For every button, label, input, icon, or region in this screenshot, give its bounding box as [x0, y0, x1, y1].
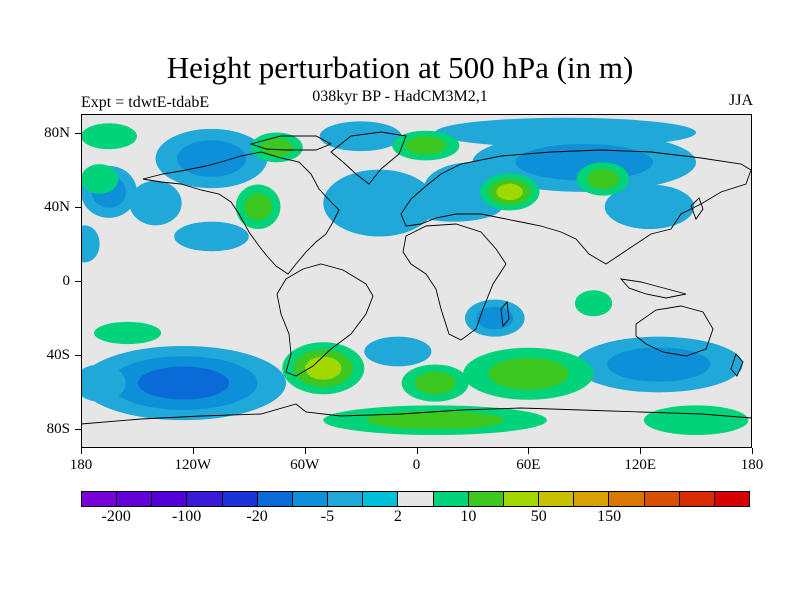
- colorbar-tick-label: -200: [101, 508, 131, 525]
- lat-tick-mark: [75, 206, 81, 208]
- contour-mongolia-positive-level-2: [586, 168, 619, 190]
- coastline-south-america: [276, 263, 374, 377]
- colorbar-swatch-6: [257, 492, 293, 506]
- contour-antarctica-positive-level-2: [366, 411, 504, 430]
- colorbar: [81, 491, 750, 507]
- colorbar-swatch-1: [82, 492, 118, 506]
- colorbar-swatch-3: [152, 492, 188, 506]
- colorbar-tick-label: -5: [320, 508, 335, 525]
- lon-tick-label: 120E: [624, 457, 656, 473]
- lon-tick-mark: [640, 448, 642, 454]
- contour-east-africa-negative-level-2: [476, 306, 514, 330]
- colorbar-swatch-10: [398, 492, 434, 506]
- contour-south-atlantic-east-positive-level-2: [414, 371, 456, 395]
- lon-tick-label: 0: [412, 457, 421, 473]
- lon-tick-mark: [192, 448, 194, 454]
- colorbar-tick-label: 2: [393, 508, 402, 525]
- lon-tick-mark: [304, 448, 306, 454]
- contour-southern-ocean-positive-level-2: [488, 357, 569, 390]
- lat-tick-mark: [75, 429, 81, 431]
- colorbar-swatch-15: [574, 492, 610, 506]
- lat-tick-mark: [75, 132, 81, 134]
- lon-tick-mark: [416, 448, 418, 454]
- contour-south-pacific-negative-level-3: [137, 366, 230, 400]
- coastline-japan: [690, 197, 704, 220]
- contour-pacific-northeast-positive-level-1: [81, 164, 119, 194]
- colorbar-swatch-7: [292, 492, 329, 506]
- coastline-africa: [402, 223, 507, 341]
- colorbar-tick-label: -20: [246, 508, 268, 525]
- colorbar-tick-label: 150: [597, 508, 622, 525]
- coastline-indonesia: [619, 278, 687, 299]
- contour-south-america-positive-level-3: [305, 356, 342, 380]
- colorbar-swatch-5: [222, 492, 258, 506]
- colorbar-swatch-9: [363, 492, 399, 506]
- colorbar-swatch-4: [187, 492, 223, 506]
- chart-title: Height perturbation at 500 hPa (in m): [166, 50, 634, 85]
- coastline-antarctica: [81, 403, 752, 425]
- contour-east-asia-negative-level-1: [604, 184, 695, 230]
- coastline-new-zealand: [730, 353, 744, 377]
- coastline-eurasia: [400, 149, 752, 265]
- lat-tick-label: 40N: [44, 198, 70, 215]
- lat-tick-mark: [75, 355, 81, 357]
- lat-tick-mark: [75, 281, 81, 282]
- contour-canada-positive-level-2: [260, 138, 293, 157]
- coastline-arctic-islands: [249, 135, 333, 151]
- lon-tick-label: 180: [69, 457, 93, 473]
- colorbar-swatch-19: [714, 492, 749, 506]
- contour-south-pacific-positive-level-1: [94, 321, 162, 345]
- coastline-australia: [635, 305, 714, 357]
- lon-tick-label: 60E: [516, 457, 541, 473]
- colorbar-swatch-13: [503, 492, 540, 506]
- contour-north-pacific-east-negative-level-1: [129, 180, 182, 226]
- colorbar-swatch-14: [539, 492, 575, 506]
- coastline-layer: [81, 131, 752, 425]
- contour-north-atlantic-negative-level-1: [323, 169, 436, 237]
- lon-tick-mark: [81, 448, 82, 454]
- contour-central-america-negative-level-1: [174, 221, 249, 252]
- contour-greenland-negative-level-1: [319, 121, 402, 152]
- coastline-madagascar: [500, 300, 510, 328]
- colorbar-swatch-18: [679, 492, 715, 506]
- experiment-label: Expt = tdwtE-tdabE: [81, 94, 210, 111]
- contour-west-canada-positive-level-1: [81, 123, 137, 150]
- colorbar-tick-label: 50: [530, 508, 547, 525]
- lat-tick-label: 0: [62, 273, 71, 289]
- colorbar-swatch-8: [328, 492, 364, 506]
- lon-tick-label: 60W: [290, 457, 320, 473]
- contour-central-asia-positive-level-3: [496, 183, 523, 201]
- contour-arctic-russia-positive-level-2: [405, 136, 447, 155]
- map-plot-area: [81, 114, 752, 448]
- lon-tick-mark: [528, 448, 530, 454]
- colorbar-swatch-2: [117, 492, 153, 506]
- contour-south-atlantic-negative-level-1: [364, 336, 432, 367]
- coastline-greenland: [330, 131, 407, 185]
- lat-tick-label: 80S: [46, 421, 70, 438]
- colorbar-swatch-17: [644, 492, 680, 506]
- season-label: JJA: [728, 92, 753, 109]
- lon-tick-label: 120W: [174, 457, 212, 473]
- colorbar-swatch-12: [468, 492, 504, 506]
- colorbar-tick-label: -100: [171, 508, 202, 525]
- contour-southwest-pacific-negative-level-1: [81, 364, 126, 402]
- map-frame: [81, 114, 752, 448]
- lat-tick-label: 80N: [44, 124, 70, 141]
- contour-west-pacific-negative-level-1: [81, 225, 100, 263]
- map-svg: [81, 117, 752, 436]
- contour-arctic-canada-negative-level-2: [177, 140, 246, 177]
- contour-north-america-positive-level-2: [244, 193, 272, 221]
- colorbar-swatch-11: [433, 492, 469, 506]
- chart-subtitle: 038kyr BP - HadCM3M2,1: [312, 88, 488, 105]
- colorbar-swatch-16: [609, 492, 645, 506]
- lon-tick-label: 180: [740, 457, 764, 473]
- lon-tick-mark: [752, 448, 753, 454]
- contour-indian-positive-level-1: [574, 290, 613, 317]
- coastline-north-america: [142, 151, 340, 275]
- lat-tick-label: 40S: [46, 347, 70, 364]
- colorbar-tick-label: 10: [460, 508, 477, 525]
